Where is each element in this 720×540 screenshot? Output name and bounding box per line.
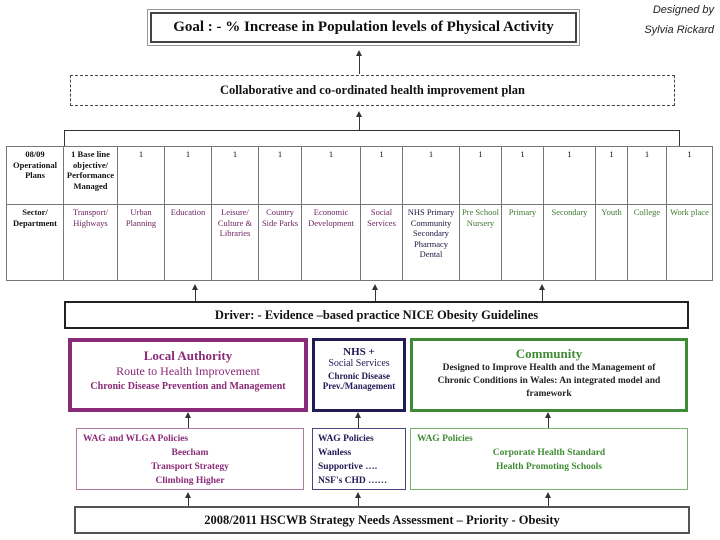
la-policy-item: Climbing Higher [155,476,225,486]
bracket-line [64,130,679,131]
sector-cell: Secondary [543,204,596,281]
arrow-up-icon [185,412,191,418]
sector-cell: Leisure/ Culture & Libraries [211,204,259,281]
plan-cell: 1 Base line objective/ Performance Manag… [63,146,118,205]
table-row: Sector/ Department Transport/ Highways U… [6,204,713,281]
community-box: Community Designed to Improve Health and… [410,338,688,412]
sector-cell: NHS Primary Community Secondary Pharmacy… [402,204,460,281]
community-title: Community [515,346,583,361]
nhs-policies-title: WAG Policies [318,434,374,444]
bracket-left [64,130,65,146]
credit-line-2: Sylvia Rickard [644,24,714,36]
nhs-policies-box: WAG Policies Wanless Supportive …. NSF's… [312,428,406,490]
la-detail: Chronic Disease Prevention and Managemen… [90,381,286,392]
community-policies-title: WAG Policies [417,434,473,444]
goal-text: Goal : - % Increase in Population levels… [173,19,554,35]
arrow-up-icon [356,111,362,117]
plan-cell: 1 [402,146,460,205]
plan-cell: 1 [501,146,544,205]
connector [359,54,360,74]
plan-cell: 1 [301,146,361,205]
plan-box: Collaborative and co-ordinated health im… [70,75,675,106]
driver-text: Driver: - Evidence –based practice NICE … [214,307,539,322]
bracket-right [679,130,680,146]
connector [358,496,359,506]
operational-plans-table: 08/09 Operational Plans 1 Base line obje… [6,146,713,281]
sector-cell: Urban Planning [117,204,165,281]
community-policies-box: WAG Policies Corporate Health Standard H… [410,428,688,490]
community-policy-item: Corporate Health Standard [492,448,606,458]
sector-cell: Pre School Nursery [459,204,502,281]
plan-text: Collaborative and co-ordinated health im… [220,83,525,97]
connector [548,416,549,428]
nhs-policy-item: NSF's CHD …… [318,476,388,486]
la-subtitle: Route to Health Improvement [116,364,260,378]
plan-cell: 1 [543,146,596,205]
connector [375,289,376,301]
nhs-policy-item: Supportive …. [318,462,378,472]
driver-box: Driver: - Evidence –based practice NICE … [64,301,689,329]
plan-cell: 1 [258,146,302,205]
connector [188,496,189,506]
arrow-up-icon [356,50,362,56]
plan-cell: 1 [595,146,628,205]
connector [188,416,189,428]
nhs-subtitle: Social Services [328,358,390,369]
nhs-box: NHS + Social Services Chronic Disease Pr… [312,338,406,412]
nhs-policy-item: Wanless [318,448,352,458]
plan-cell: 1 [627,146,667,205]
credit-line-1: Designed by [652,4,714,16]
connector [358,416,359,428]
nhs-detail-2: Prev./Management [322,381,396,391]
connector [359,115,360,130]
sector-cell: Social Services [360,204,403,281]
sector-cell: Work place [666,204,713,281]
sector-cell: Economic Development [301,204,361,281]
connector [548,496,549,506]
goal-box: Goal : - % Increase in Population levels… [147,9,580,46]
nhs-title: NHS + [343,346,375,358]
arrow-up-icon [372,284,378,290]
table-row: 08/09 Operational Plans 1 Base line obje… [6,146,713,205]
nhs-detail-1: Chronic Disease [327,371,391,381]
connector [542,289,543,301]
arrow-up-icon [355,412,361,418]
arrow-up-icon [545,412,551,418]
la-policy-item: Beecham [171,448,209,458]
row-label-sector: Sector/ Department [6,204,64,281]
needs-text: 2008/2011 HSCWB Strategy Needs Assessmen… [204,512,560,527]
sector-cell: Youth [595,204,628,281]
sector-cell: Primary [501,204,544,281]
community-policy-item: Health Promoting Schools [496,462,602,472]
sector-cell: Education [164,204,212,281]
la-policies-box: WAG and WLGA Policies Beecham Transport … [76,428,304,490]
community-detail: Designed to Improve Health and the Manag… [437,363,661,399]
la-title: Local Authority [143,348,233,363]
needs-assessment-box: 2008/2011 HSCWB Strategy Needs Assessmen… [74,506,690,534]
plan-cell: 1 [117,146,165,205]
sector-cell: College [627,204,667,281]
la-policies-title: WAG and WLGA Policies [83,434,189,444]
plan-cell: 1 [666,146,713,205]
row-label-plans: 08/09 Operational Plans [6,146,64,205]
la-policy-item: Transport Strategy [151,462,229,472]
plan-cell: 1 [459,146,502,205]
sector-cell: Transport/ Highways [63,204,118,281]
plan-cell: 1 [211,146,259,205]
local-authority-box: Local Authority Route to Health Improvem… [68,338,308,412]
arrow-up-icon [545,492,551,498]
arrow-up-icon [185,492,191,498]
arrow-up-icon [539,284,545,290]
connector [195,289,196,301]
plan-cell: 1 [164,146,212,205]
arrow-up-icon [355,492,361,498]
arrow-up-icon [192,284,198,290]
plan-cell: 1 [360,146,403,205]
sector-cell: Country Side Parks [258,204,302,281]
designer-credit: Designed by Sylvia Rickard [600,4,714,36]
